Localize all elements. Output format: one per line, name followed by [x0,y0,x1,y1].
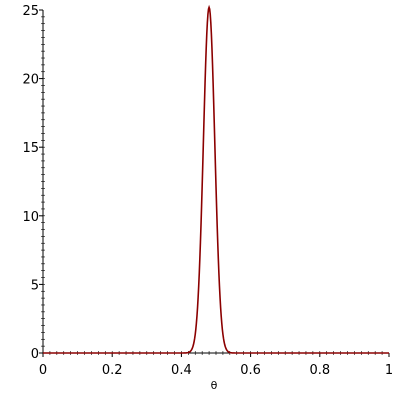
series-line [43,4,389,354]
x-ticks: 0 0.2 0.4 0.6 0.8 1 [39,353,393,378]
minor-ticks [41,16,383,355]
x-tick-label: 0 [39,363,47,378]
x-tick-label: 0.8 [309,363,330,378]
x-tick-label: 0.6 [240,363,261,378]
x-tick-label: 0.2 [102,363,123,378]
x-axis-label: θ [211,379,218,392]
x-tick-label: 0.4 [171,363,192,378]
y-tick-label: 5 [31,278,39,293]
y-tick-label: 20 [22,73,39,88]
x-tick-label: 1 [385,363,393,378]
y-tick-label: 15 [22,141,39,156]
y-tick-label: 25 [22,4,39,19]
y-tick-label: 10 [22,210,39,225]
y-tick-label: 0 [31,347,39,362]
y-ticks: 0 5 10 15 20 25 [22,4,43,362]
